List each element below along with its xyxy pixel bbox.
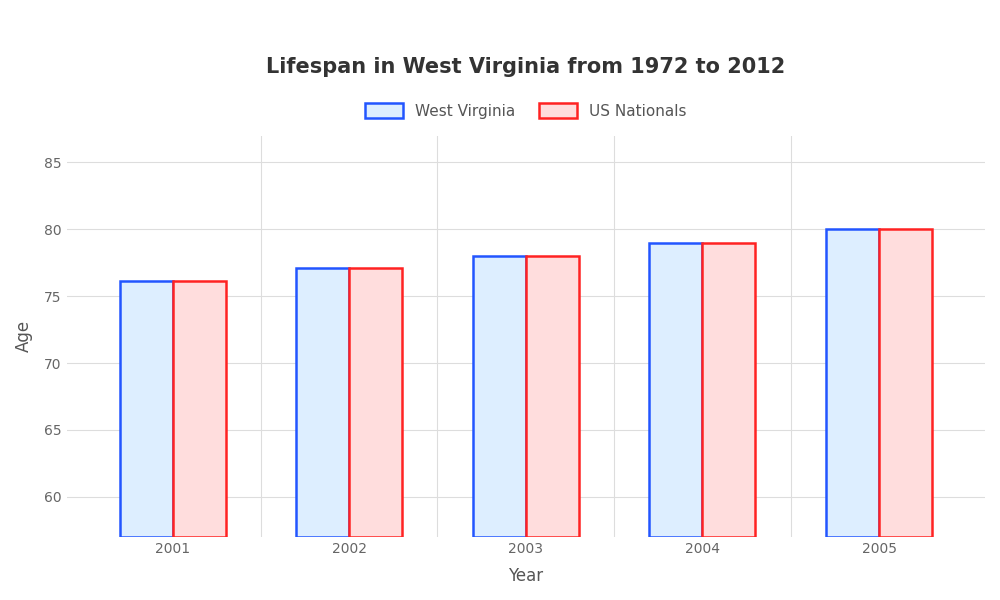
Bar xyxy=(296,268,349,537)
Bar xyxy=(173,281,226,537)
Bar xyxy=(473,256,526,537)
Bar xyxy=(826,229,879,537)
Legend: West Virginia, US Nationals: West Virginia, US Nationals xyxy=(357,95,694,126)
Bar xyxy=(879,229,932,537)
Bar xyxy=(526,256,579,537)
Bar xyxy=(120,281,173,537)
Bar xyxy=(702,242,755,537)
X-axis label: Year: Year xyxy=(508,567,543,585)
Bar xyxy=(649,242,702,537)
Bar xyxy=(349,268,402,537)
Title: Lifespan in West Virginia from 1972 to 2012: Lifespan in West Virginia from 1972 to 2… xyxy=(266,57,785,77)
Y-axis label: Age: Age xyxy=(15,320,33,352)
